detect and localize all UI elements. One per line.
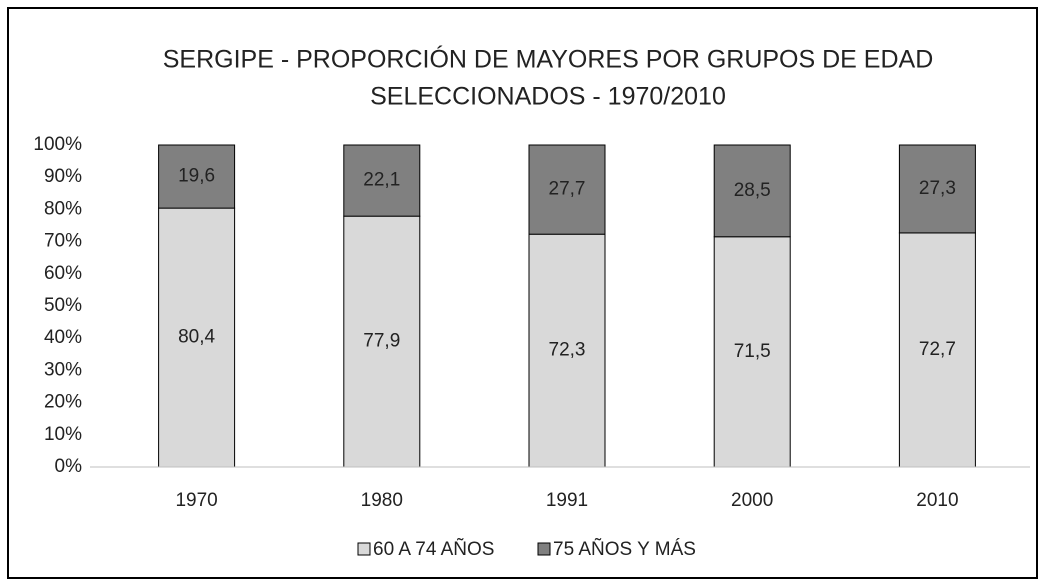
y-tick-label: 70% xyxy=(44,231,82,252)
bar-segment xyxy=(343,144,421,217)
y-tick-label: 50% xyxy=(44,295,82,316)
x-tick-label: 1970 xyxy=(175,490,217,511)
data-label: 71,5 xyxy=(734,341,771,362)
bar-segment xyxy=(158,144,236,209)
chart-title: SELECCIONADOS - 1970/2010 xyxy=(370,83,726,111)
y-tick-label: 0% xyxy=(55,456,83,477)
x-tick-label: 2000 xyxy=(731,490,773,511)
y-tick-label: 100% xyxy=(33,134,82,155)
data-label: 22,1 xyxy=(363,170,400,191)
bar-segment xyxy=(343,215,421,468)
bar-segment xyxy=(898,232,976,468)
y-tick-label: 90% xyxy=(44,166,82,187)
data-label: 28,5 xyxy=(734,180,771,201)
data-label: 72,3 xyxy=(549,340,586,361)
y-tick-label: 40% xyxy=(44,327,82,348)
x-tick-label: 1991 xyxy=(546,490,588,511)
legend-label: 60 A 74 AÑOS xyxy=(373,538,494,560)
x-tick-label: 2010 xyxy=(916,490,958,511)
bar-segment xyxy=(898,144,976,234)
data-label: 27,7 xyxy=(549,179,586,200)
bar-segment xyxy=(713,236,791,468)
y-tick-label: 60% xyxy=(44,263,82,284)
data-label: 19,6 xyxy=(178,166,215,187)
y-tick-label: 10% xyxy=(44,424,82,445)
y-tick-label: 30% xyxy=(44,359,82,380)
bar-segment xyxy=(528,233,606,468)
x-tick-label: 1980 xyxy=(361,490,403,511)
data-label: 27,3 xyxy=(919,178,956,199)
data-label: 77,9 xyxy=(363,331,400,352)
bar-segment xyxy=(528,144,606,235)
bar-segment xyxy=(713,144,791,238)
y-tick-label: 80% xyxy=(44,198,82,219)
chart-title: SERGIPE - PROPORCIÓN DE MAYORES POR GRUP… xyxy=(163,45,934,74)
legend-swatch xyxy=(357,542,371,556)
data-label: 80,4 xyxy=(178,327,215,348)
legend-swatch xyxy=(537,542,551,556)
data-label: 72,7 xyxy=(919,339,956,360)
y-tick-label: 20% xyxy=(44,392,82,413)
legend-label: 75 AÑOS Y MÁS xyxy=(553,538,696,560)
bar-segment xyxy=(158,207,236,468)
